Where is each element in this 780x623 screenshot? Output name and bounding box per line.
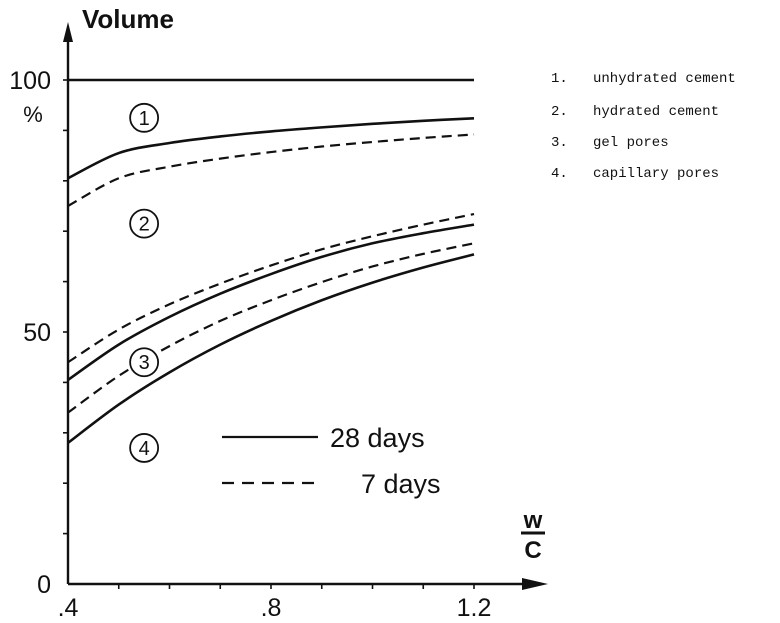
key-item-4-number: 4. bbox=[551, 166, 568, 182]
tick-labels: 0 50 100 .4 .8 1.2 bbox=[9, 67, 491, 622]
series-line-2-3-solid bbox=[67, 223, 475, 381]
x-axis-title-numerator: w bbox=[523, 507, 543, 534]
y-tick-label: 0 bbox=[37, 571, 51, 599]
key-item-4-label: capillary pores bbox=[593, 166, 719, 182]
region-3-marker-circle bbox=[129, 347, 160, 378]
series-layer bbox=[67, 117, 475, 444]
key-item-1-label: unhydrated cement bbox=[593, 71, 736, 87]
region-key: 1. unhydrated cement 2. hydrated cement … bbox=[551, 71, 736, 182]
series-line-1-2-solid bbox=[67, 117, 475, 180]
region-4-marker-circle bbox=[129, 433, 160, 463]
region-1-marker-circle bbox=[129, 102, 160, 133]
key-item-3-label: gel pores bbox=[593, 135, 669, 151]
x-tick-label: 1.2 bbox=[457, 594, 492, 622]
key-item-2-label: hydrated cement bbox=[593, 104, 719, 120]
region-markers: 1 2 3 4 bbox=[129, 102, 160, 463]
legend: 28 days 7 days bbox=[222, 423, 441, 499]
region-3-marker-label: 3 bbox=[139, 352, 150, 374]
series-line-2-3-dashed bbox=[67, 212, 475, 364]
region-2-marker-label: 2 bbox=[139, 214, 150, 236]
y-axis-arrow-icon bbox=[63, 22, 73, 42]
x-tick-label: .8 bbox=[261, 594, 282, 622]
x-axis-arrow-icon bbox=[522, 578, 548, 590]
series-line-3-4-solid bbox=[67, 253, 475, 444]
legend-label-7-days: 7 days bbox=[361, 469, 441, 499]
key-item-3-number: 3. bbox=[551, 135, 568, 151]
y-tick-label: 100 bbox=[9, 67, 51, 95]
series-line-1-2-dashed bbox=[67, 133, 475, 207]
region-2-marker-circle bbox=[129, 208, 160, 239]
x-tick-label: .4 bbox=[58, 594, 79, 622]
legend-label-28-days: 28 days bbox=[330, 423, 425, 453]
y-axis-unit: % bbox=[23, 102, 43, 127]
key-item-2-number: 2. bbox=[551, 104, 568, 120]
axis-ticks bbox=[63, 79, 475, 589]
region-1-marker-label: 1 bbox=[139, 108, 150, 130]
y-axis-title: Volume bbox=[82, 4, 174, 34]
region-4-marker-label: 4 bbox=[139, 438, 150, 460]
key-item-1-number: 1. bbox=[551, 71, 568, 87]
series-line-3-4-dashed bbox=[67, 242, 475, 414]
y-tick-label: 50 bbox=[23, 319, 51, 347]
x-axis-title-denominator: C bbox=[524, 537, 541, 564]
